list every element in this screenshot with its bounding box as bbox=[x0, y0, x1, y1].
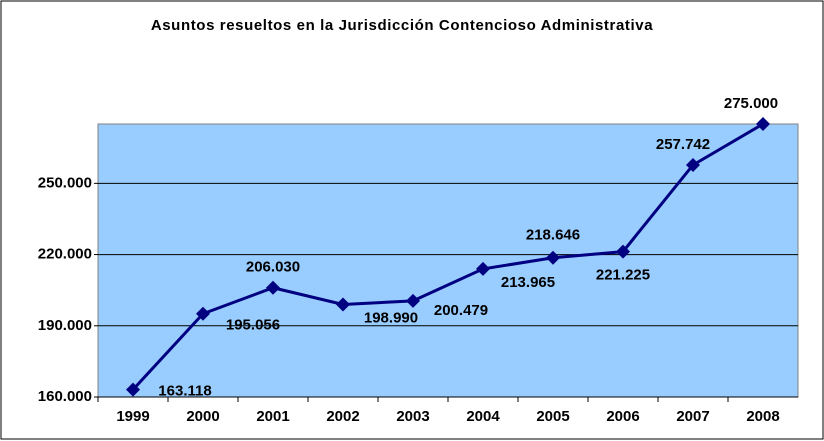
marker bbox=[406, 293, 420, 308]
marker bbox=[336, 297, 350, 312]
y-tick-label: 250.000 bbox=[38, 174, 92, 191]
data-label: 195.056 bbox=[226, 317, 280, 334]
x-tick-label: 2005 bbox=[536, 408, 569, 425]
y-tick-label: 190.000 bbox=[38, 317, 92, 334]
x-tick-label: 2007 bbox=[676, 408, 709, 425]
marker bbox=[756, 117, 770, 131]
marker bbox=[266, 280, 280, 295]
data-label: 257.742 bbox=[656, 136, 710, 153]
data-label: 221.225 bbox=[596, 267, 650, 284]
marker bbox=[126, 382, 140, 397]
chart-title: Asuntos resueltos en la Jurisdicción Con… bbox=[150, 17, 654, 34]
data-label: 198.990 bbox=[364, 309, 418, 326]
marker bbox=[616, 244, 630, 259]
marker bbox=[686, 157, 700, 172]
data-label: 163.118 bbox=[158, 383, 211, 400]
marker bbox=[476, 261, 490, 276]
plot-area bbox=[97, 123, 799, 398]
y-tick-label: 220.000 bbox=[38, 246, 92, 263]
marker bbox=[546, 250, 560, 265]
data-label: 206.030 bbox=[246, 259, 300, 276]
data-label: 213.965 bbox=[501, 274, 555, 291]
data-label: 275.000 bbox=[724, 95, 778, 112]
x-tick-label: 2003 bbox=[396, 408, 429, 425]
y-tick-label: 160.000 bbox=[38, 388, 92, 405]
x-tick-label: 2000 bbox=[186, 408, 219, 425]
line bbox=[131, 122, 764, 391]
data-label: 200.479 bbox=[434, 302, 488, 319]
x-tick-label: 2004 bbox=[466, 408, 500, 425]
x-tick-label: 2006 bbox=[606, 408, 639, 425]
x-tick-label: 2002 bbox=[326, 408, 359, 425]
x-tick-label: 1999 bbox=[116, 408, 149, 425]
x-tick-label: 2008 bbox=[746, 408, 779, 425]
data-label: 218.646 bbox=[526, 227, 580, 244]
marker bbox=[196, 306, 210, 321]
x-tick-label: 2001 bbox=[256, 408, 289, 425]
